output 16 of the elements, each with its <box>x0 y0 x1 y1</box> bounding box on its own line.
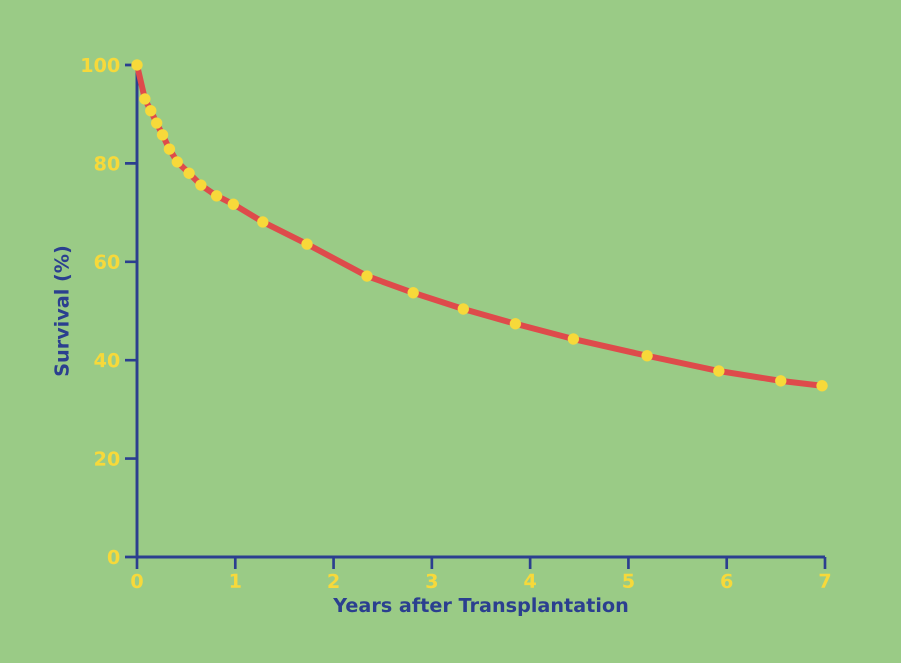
x-tick-label: 7 <box>820 574 830 588</box>
y-tick-label: 40 <box>94 352 120 368</box>
y-tick-label: 100 <box>82 58 120 72</box>
y-tick-label: 20 <box>95 451 120 466</box>
y-tick-label: 60 <box>94 254 120 270</box>
x-tick-label: 5 <box>623 574 634 588</box>
y-axis-title: Survival (%) <box>54 246 72 376</box>
y-tick-label: 80 <box>94 156 120 171</box>
x-tick-label: 4 <box>524 574 536 588</box>
x-tick-label: 2 <box>328 574 339 588</box>
x-axis-title: Years after Transplantation <box>333 597 628 616</box>
x-tick-label: 3 <box>426 574 438 588</box>
y-tick-label: 0 <box>108 550 120 564</box>
x-tick-label: 6 <box>721 574 732 588</box>
x-tick-label: 0 <box>131 574 143 588</box>
x-tick-label: 1 <box>230 574 241 588</box>
